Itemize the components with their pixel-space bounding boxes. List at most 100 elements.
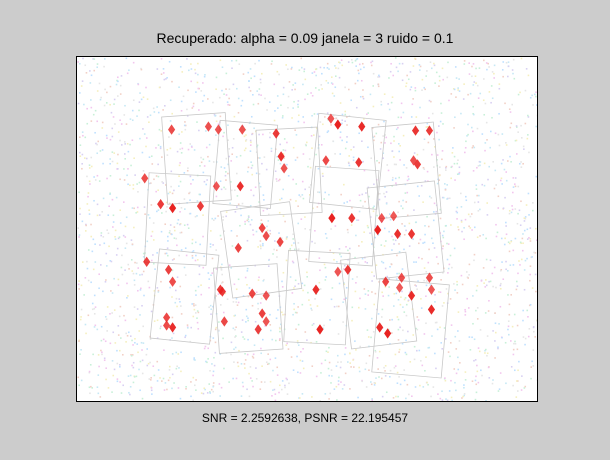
noise-speck	[183, 224, 186, 227]
noise-speck	[484, 352, 486, 354]
noise-speck	[229, 202, 231, 205]
noise-speck	[409, 361, 412, 363]
noise-speck	[482, 233, 485, 236]
noise-speck	[320, 143, 323, 146]
noise-speck	[230, 181, 232, 183]
noise-speck	[366, 224, 369, 227]
noise-speck	[428, 99, 431, 102]
noise-speck	[205, 183, 208, 186]
noise-speck	[110, 111, 113, 114]
diamond-pip	[168, 124, 176, 135]
noise-speck	[425, 284, 428, 287]
noise-speck	[98, 365, 100, 368]
noise-speck	[168, 136, 170, 138]
noise-speck	[105, 134, 108, 137]
noise-speck	[132, 184, 135, 186]
noise-speck	[412, 238, 414, 241]
noise-speck	[356, 57, 359, 60]
noise-speck	[95, 142, 97, 145]
noise-speck	[407, 178, 410, 180]
noise-speck	[128, 391, 130, 394]
noise-speck	[527, 192, 530, 195]
noise-speck	[137, 267, 140, 269]
noise-speck	[458, 173, 460, 175]
noise-speck	[184, 208, 186, 210]
noise-speck	[126, 174, 128, 177]
diamond-pip	[407, 290, 416, 301]
noise-speck	[185, 387, 187, 390]
noise-speck	[278, 73, 280, 76]
noise-speck	[423, 168, 426, 170]
noise-speck	[389, 70, 392, 73]
noise-speck	[298, 69, 301, 71]
noise-speck	[292, 238, 294, 240]
noise-speck	[111, 151, 114, 153]
noise-speck	[337, 380, 340, 382]
noise-speck	[112, 221, 115, 223]
noise-speck	[108, 245, 110, 248]
noise-speck	[297, 306, 299, 308]
noise-speck	[370, 64, 373, 67]
noise-speck	[343, 268, 345, 270]
noise-speck	[349, 247, 351, 250]
noise-speck	[150, 310, 153, 313]
noise-speck	[251, 164, 254, 167]
noise-speck	[83, 103, 85, 106]
noise-speck	[309, 304, 312, 306]
noise-speck	[363, 231, 365, 233]
noise-speck	[256, 144, 259, 147]
noise-speck	[454, 116, 456, 119]
noise-speck	[363, 66, 365, 69]
noise-speck	[228, 97, 230, 100]
noise-speck	[398, 200, 400, 203]
noise-speck	[333, 258, 335, 261]
noise-speck	[299, 372, 302, 374]
noise-speck	[277, 309, 279, 311]
noise-speck	[378, 198, 381, 201]
noise-speck	[514, 369, 516, 372]
noise-speck	[196, 215, 198, 217]
noise-speck	[341, 64, 344, 67]
noise-speck	[465, 195, 467, 198]
noise-speck	[129, 374, 132, 377]
noise-speck	[252, 93, 254, 96]
noise-speck	[446, 76, 449, 79]
noise-speck	[103, 104, 106, 107]
noise-speck	[248, 287, 251, 289]
noise-speck	[275, 178, 278, 180]
noise-speck	[122, 234, 125, 237]
noise-speck	[296, 355, 298, 358]
noise-speck	[220, 386, 223, 389]
noise-speck	[427, 347, 430, 349]
noise-speck	[98, 273, 100, 276]
noise-speck	[339, 253, 341, 256]
noise-speck	[243, 149, 246, 152]
noise-speck	[505, 142, 507, 144]
noise-speck	[337, 67, 340, 70]
noise-speck	[103, 242, 106, 245]
noise-speck	[161, 181, 163, 183]
noise-speck	[190, 183, 192, 185]
noise-speck	[500, 268, 503, 271]
noise-speck	[210, 388, 213, 391]
noise-speck	[237, 203, 240, 206]
noise-speck	[512, 249, 515, 252]
noise-speck	[399, 383, 402, 386]
noise-speck	[445, 167, 447, 169]
noise-speck	[207, 272, 210, 274]
noise-speck	[131, 109, 134, 112]
noise-speck	[364, 308, 367, 310]
noise-speck	[375, 264, 378, 266]
noise-speck	[249, 366, 252, 368]
noise-speck	[88, 164, 91, 166]
noise-speck	[215, 195, 218, 198]
noise-speck	[465, 140, 467, 143]
noise-speck	[453, 247, 456, 250]
noise-speck	[510, 122, 513, 125]
noise-speck	[430, 237, 433, 240]
noise-speck	[370, 61, 372, 64]
noise-speck	[158, 128, 161, 131]
noise-speck	[196, 310, 199, 312]
noise-speck	[492, 160, 494, 163]
noise-speck	[221, 66, 224, 69]
